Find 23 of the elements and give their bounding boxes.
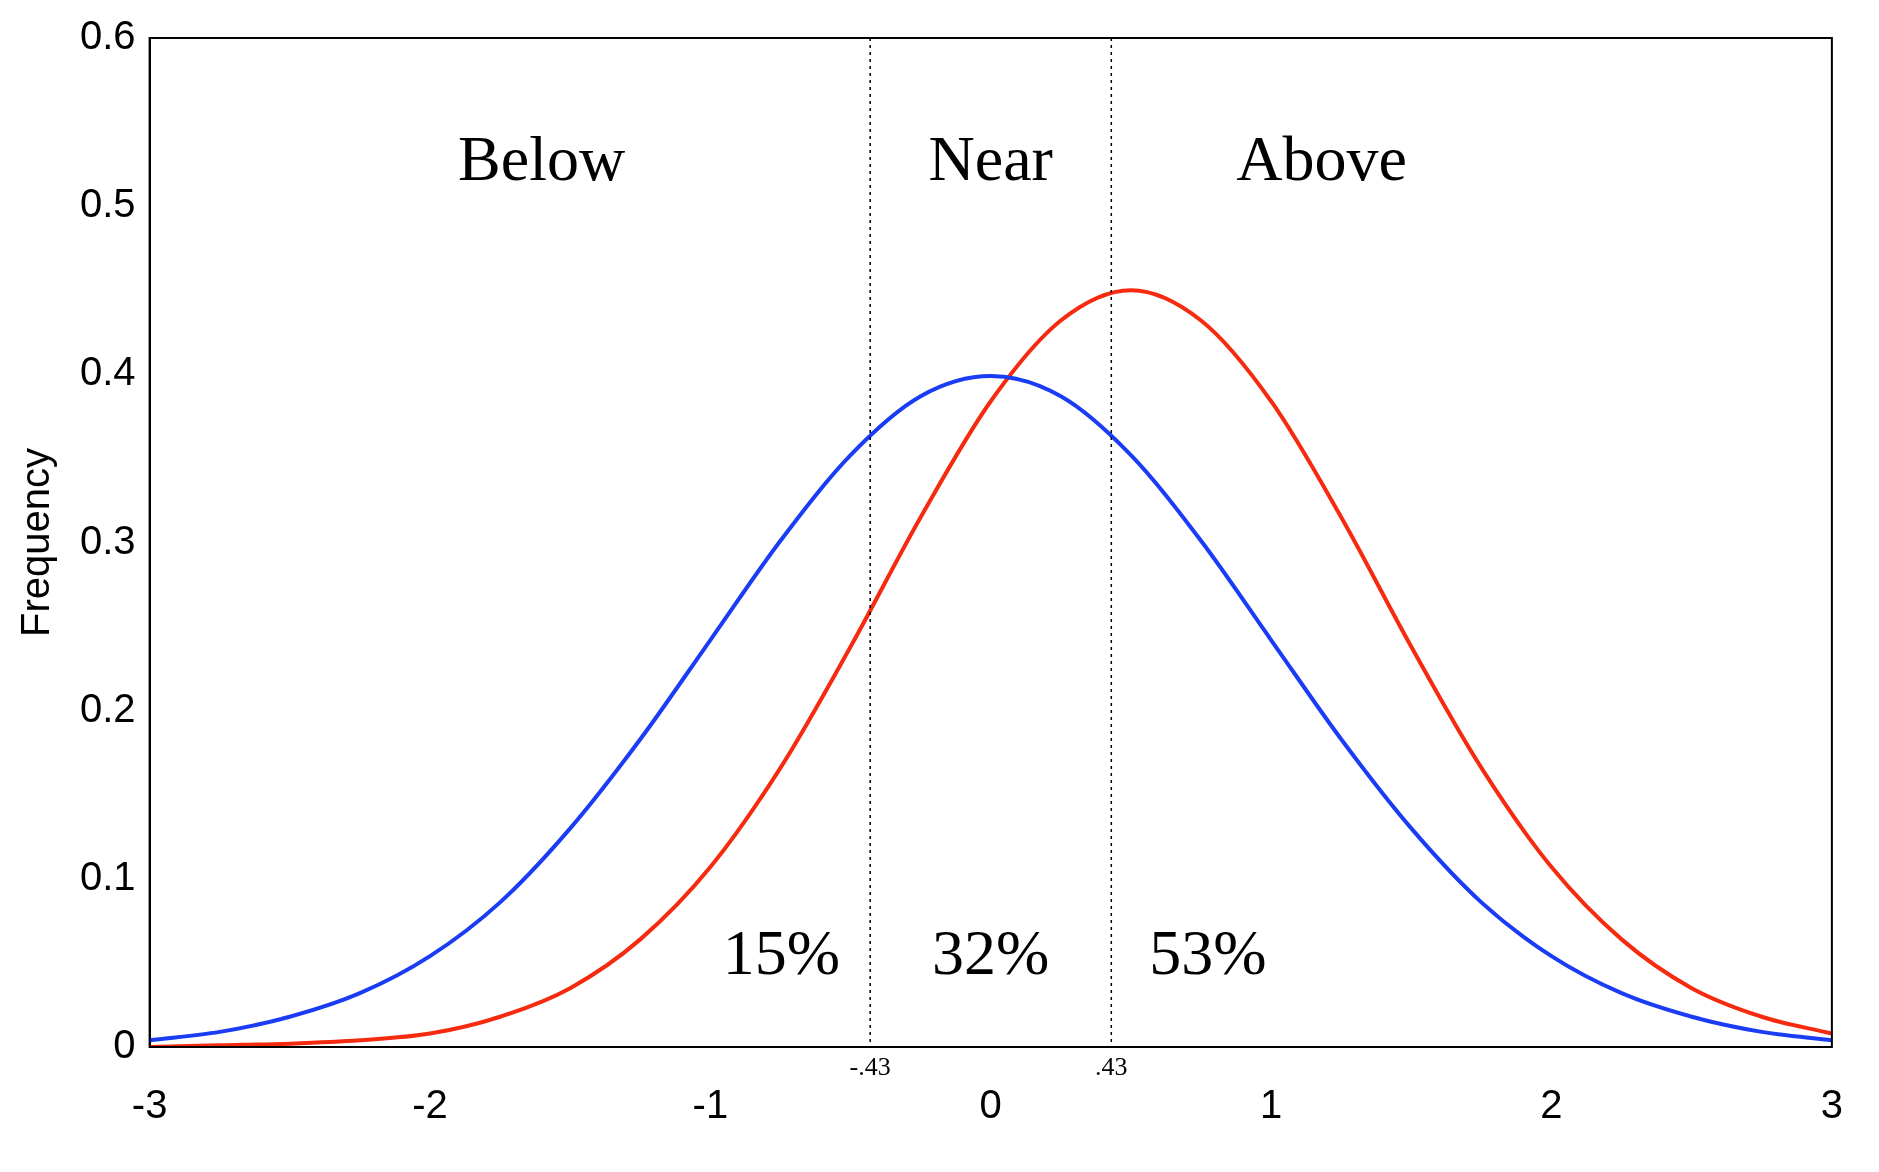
annotation: 53% [1149,916,1267,988]
annotation: Below [458,122,626,194]
annotation: 15% [722,916,841,988]
x-tick-label: 1 [1259,1082,1283,1127]
y-tick-label: 0.6 [80,13,136,58]
x-tick-label: 3 [1820,1082,1843,1127]
x-tick-label: -1 [692,1082,729,1127]
y-tick-label: 0.2 [80,685,136,730]
x-tick-label: 0 [979,1082,1002,1127]
ref-line-label: .43 [1095,1051,1128,1081]
y-tick-label: 0.5 [80,181,136,226]
annotation: Near [928,122,1053,194]
annotation: Above [1236,122,1407,194]
y-tick-label: 0 [113,1022,136,1067]
ref-line-label: -.43 [849,1051,891,1081]
y-tick-label: 0.3 [80,517,136,562]
y-tick-label: 0.1 [80,853,136,898]
x-tick-label: 2 [1540,1082,1563,1127]
x-tick-label: -2 [412,1082,448,1127]
x-tick-label: -3 [131,1082,168,1127]
y-axis-title: Frequency [13,448,58,637]
y-tick-label: 0.4 [80,349,136,394]
annotation: 32% [932,916,1050,988]
